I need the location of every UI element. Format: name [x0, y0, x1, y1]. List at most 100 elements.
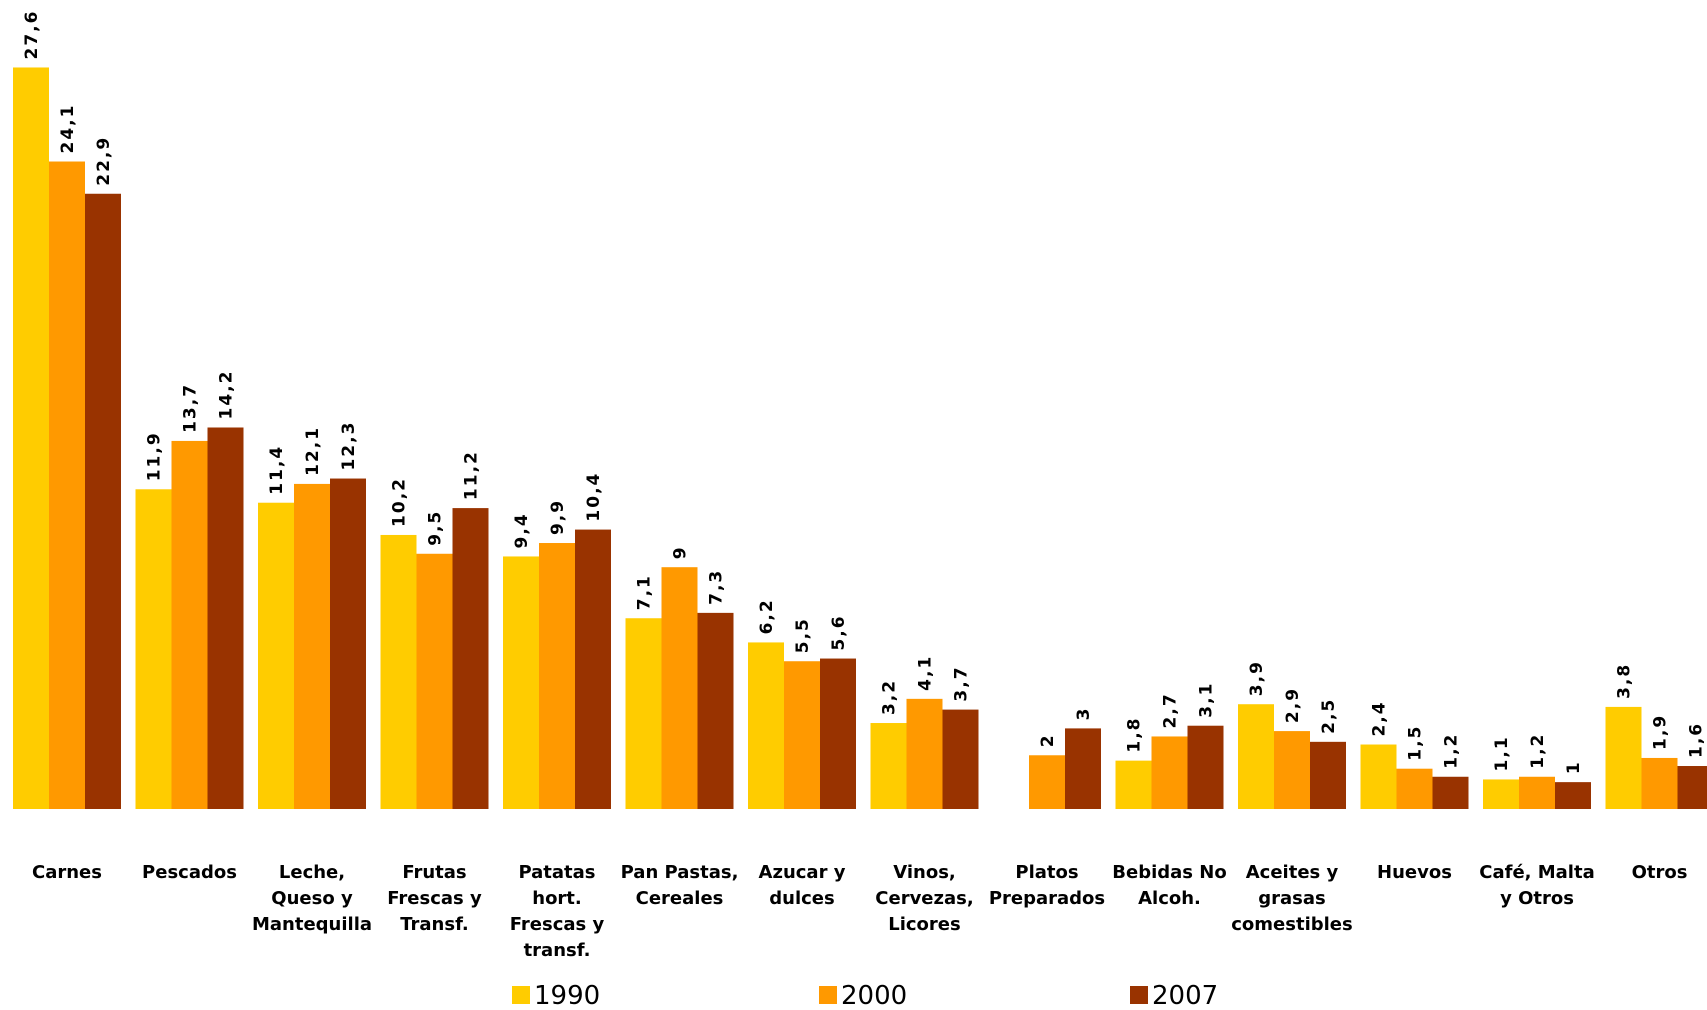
x-tick-label: Pescados — [142, 862, 237, 883]
value-label: 6,2 — [757, 598, 777, 634]
legend-label: 2007 — [1152, 981, 1218, 1010]
x-tick-label: Platos Preparados — [989, 862, 1105, 909]
bar — [1187, 725, 1224, 809]
bar — [171, 440, 208, 809]
value-label: 9,5 — [426, 510, 446, 546]
bar — [49, 161, 85, 810]
value-label: 10,4 — [584, 472, 604, 522]
value-label: 24,1 — [58, 104, 78, 154]
x-tick-label-line: Azucar y — [759, 862, 846, 883]
x-tick-label-line: Alcoh. — [1138, 888, 1201, 909]
value-label: 10,2 — [390, 477, 410, 527]
bar — [85, 193, 121, 810]
x-tick-label-line: y Otros — [1500, 888, 1574, 909]
bar — [661, 567, 698, 809]
value-label: 9 — [671, 545, 691, 559]
x-tick-label-line: Huevos — [1377, 862, 1452, 883]
value-label: 7,1 — [635, 574, 655, 610]
value-label: 11,9 — [145, 431, 165, 481]
x-tick-label-line: Frescas y — [510, 914, 605, 935]
value-label: 3,9 — [1247, 660, 1267, 696]
bar — [539, 543, 575, 809]
bar — [503, 556, 539, 809]
x-tick-label-line: Patatas — [518, 862, 595, 883]
x-tick-label-line: Mantequilla — [252, 914, 372, 935]
bar — [135, 489, 172, 809]
x-tick-label: Aceites y grasas comestibles — [1231, 862, 1352, 935]
x-tick-label-line: hort. — [532, 888, 582, 909]
x-tick-label-line: Café, Malta — [1479, 862, 1594, 883]
bar — [207, 427, 244, 809]
bar — [820, 658, 856, 809]
value-label: 3,7 — [952, 665, 972, 701]
bar — [625, 618, 662, 809]
x-tick-label: Carnes — [32, 862, 102, 883]
value-label: 3 — [1074, 707, 1094, 721]
value-label: 11,4 — [267, 445, 287, 495]
value-label: 2 — [1038, 733, 1058, 747]
x-tick-label: Vinos, Cervezas, Licores — [875, 862, 973, 935]
x-tick-label: Azucar y dulces — [759, 862, 846, 909]
x-tick-label-line: Pan Pastas, — [621, 862, 739, 883]
value-label: 2,7 — [1161, 692, 1181, 728]
bar — [1065, 728, 1101, 809]
value-label: 1 — [1564, 760, 1584, 774]
x-tick-label: Otros — [1632, 862, 1688, 883]
x-tick-label: Huevos — [1377, 862, 1452, 883]
value-label: 9,9 — [548, 499, 568, 535]
value-label: 2,4 — [1370, 700, 1390, 736]
value-label: 22,9 — [94, 136, 114, 186]
value-label: 1,5 — [1406, 725, 1426, 761]
bar — [1310, 741, 1346, 809]
bar — [1555, 782, 1591, 809]
x-tick-label-line: Bebidas No — [1112, 862, 1226, 883]
value-label: 5,5 — [793, 617, 813, 653]
bar — [1238, 704, 1274, 809]
bar — [748, 642, 784, 809]
x-tick-label-line: grasas — [1258, 888, 1325, 909]
bar — [784, 661, 820, 809]
legend-swatch — [819, 986, 837, 1004]
value-label: 14,2 — [217, 370, 237, 420]
x-tick-label-line: Transf. — [400, 914, 469, 935]
bar — [452, 508, 489, 809]
value-label: 3,8 — [1615, 663, 1635, 699]
x-tick-label-line: Licores — [888, 914, 960, 935]
value-label: 3,2 — [880, 679, 900, 715]
x-tick-label-line: Vinos, — [893, 862, 956, 883]
x-tick-label-line: Leche, — [279, 862, 345, 883]
bar — [1396, 768, 1433, 809]
value-label: 1,9 — [1651, 714, 1671, 750]
value-label: 12,1 — [303, 426, 323, 476]
legend-label: 1990 — [534, 981, 600, 1010]
value-label: 27,6 — [22, 10, 42, 60]
value-label: 1,1 — [1492, 735, 1512, 771]
value-label: 9,4 — [512, 512, 532, 548]
value-label: 13,7 — [181, 383, 201, 433]
value-label: 5,6 — [829, 614, 849, 650]
bar — [294, 483, 330, 809]
bar — [697, 612, 734, 809]
x-tick-label: Frutas Frescas y Transf. — [387, 862, 482, 935]
bar — [1483, 779, 1519, 809]
value-label: 1,6 — [1687, 722, 1707, 758]
x-tick-label-line: comestibles — [1231, 914, 1352, 935]
x-tick-label-line: Carnes — [32, 862, 102, 883]
value-label: 2,9 — [1283, 687, 1303, 723]
bar — [942, 709, 979, 809]
legend-swatch — [1130, 986, 1148, 1004]
value-label: 2,5 — [1319, 698, 1339, 734]
bar — [416, 553, 453, 809]
bar — [1029, 755, 1065, 809]
x-tick-label: Patatas hort. Frescas y transf. — [510, 862, 605, 961]
x-tick-label-line: Otros — [1632, 862, 1688, 883]
bar — [870, 723, 907, 809]
bar — [380, 534, 417, 809]
x-tick-label-line: Aceites y — [1246, 862, 1339, 883]
bar — [575, 529, 611, 809]
bar — [258, 502, 294, 809]
bar — [1677, 766, 1707, 809]
x-tick-label-line: Preparados — [989, 888, 1105, 909]
value-label: 1,2 — [1442, 733, 1462, 769]
